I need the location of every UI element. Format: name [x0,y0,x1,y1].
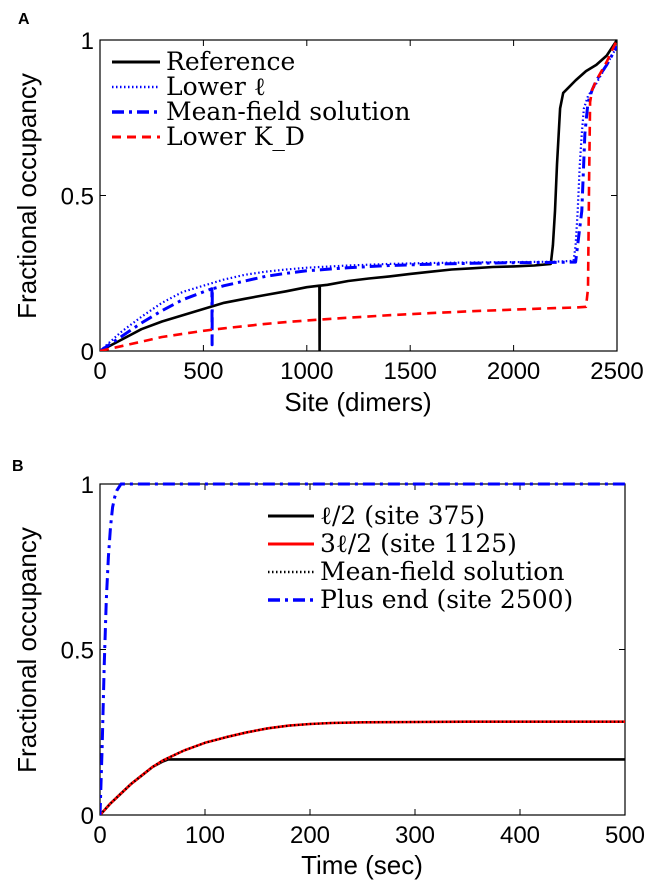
panel-b-legend-label: Mean-field solution [320,557,564,586]
panel-a-x-axis-label: Site (dimers) [284,387,431,417]
panel-b-legend-label: 3ℓ/2 (site 1125) [320,529,517,558]
panel-b-x-tick-label: 400 [500,822,540,849]
panel-b: B 0 100 200 300 400 500 0 0.5 1 Fractional occup… [12,458,645,880]
panel-a-legend-label: Lower K_D [166,122,305,151]
panel-a: A 0 500 1000 1500 2000 2500 0 0.5 1 Fractional o… [12,11,644,417]
panel-a-x-tick-label: 2000 [487,358,540,385]
panel-a-x-tick-label: 2500 [590,358,643,385]
panel-a-y-tick-label: 1 [81,28,94,55]
panel-b-legend-label: ℓ/2 (site 375) [320,501,485,530]
panel-a-y-axis-label: Fractional occupancy [12,73,42,319]
panel-a-x-tick-label: 1000 [280,358,333,385]
panel-b-series-3-2-site-1125 [100,722,625,815]
panel-b-label: B [12,458,24,475]
panel-b-x-tick-label: 500 [605,822,645,849]
panel-b-y-tick-label: 0.5 [61,638,94,665]
panel-a-x-tick-label: 0 [93,358,106,385]
panel-b-y-tick-label: 1 [81,472,94,499]
panel-b-legend-label: Plus end (site 2500) [320,585,573,614]
panel-b-x-axis-label: Time (sec) [301,850,423,880]
panel-b-x-tick-label: 0 [93,822,106,849]
panel-b-series-2-site-375 [100,759,625,815]
panel-a-y-tick-label: 0 [81,339,94,366]
panel-a-label: A [18,11,30,28]
panel-b-x-tick-label: 100 [185,822,225,849]
panel-a-x-tick-label: 500 [183,358,223,385]
panel-a-x-tick-label: 1500 [384,358,437,385]
panel-b-x-tick-label: 200 [290,822,330,849]
panel-b-y-axis-label: Fractional occupancy [12,527,42,773]
panel-b-x-tick-label: 300 [395,822,435,849]
panel-a-y-tick-label: 0.5 [61,184,94,211]
panel-b-y-tick-label: 0 [81,803,94,830]
panel-b-legend: ℓ/2 (site 375)3ℓ/2 (site 1125)Mean-field… [268,501,573,614]
panel-b-series-mean-field-solution [100,722,625,815]
